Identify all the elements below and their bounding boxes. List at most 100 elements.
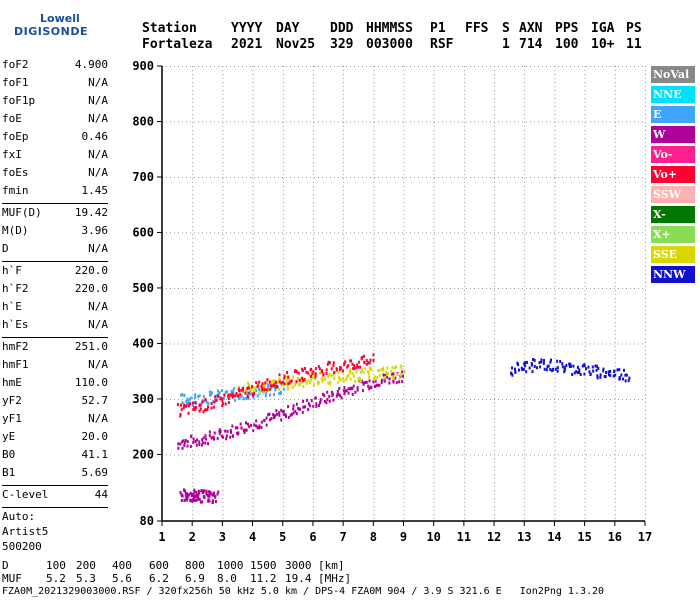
data-point	[301, 376, 304, 380]
data-point	[374, 379, 377, 383]
data-point	[294, 379, 297, 383]
data-point	[337, 393, 340, 397]
data-point	[599, 373, 602, 377]
data-point	[326, 362, 329, 366]
data-point	[302, 405, 305, 409]
data-point	[391, 366, 394, 370]
legend-item: X-	[651, 206, 695, 223]
data-point	[299, 382, 302, 386]
data-point	[331, 392, 334, 396]
data-point	[296, 376, 299, 380]
data-point	[392, 375, 395, 379]
data-point	[225, 437, 228, 441]
data-point	[328, 399, 331, 403]
data-point	[275, 412, 278, 416]
data-point	[242, 397, 245, 401]
data-point	[365, 358, 368, 362]
param-row: M(D) 3.96	[2, 224, 108, 237]
data-point	[307, 379, 310, 383]
data-point	[587, 365, 590, 369]
param-row: fmin 1.45	[2, 184, 108, 197]
data-point	[258, 424, 261, 428]
data-point	[351, 372, 354, 376]
data-point	[190, 396, 193, 400]
data-point	[526, 360, 529, 364]
data-point	[197, 489, 200, 493]
data-point	[286, 386, 289, 390]
data-point	[245, 428, 248, 432]
data-point	[292, 407, 295, 411]
data-point	[272, 384, 275, 388]
data-point	[205, 492, 208, 496]
data-point	[308, 373, 311, 377]
data-point	[372, 377, 375, 381]
x-tick-label: 4	[249, 530, 256, 544]
data-point	[243, 430, 246, 434]
data-point	[575, 370, 578, 374]
data-point	[219, 430, 222, 434]
data-point	[263, 384, 266, 388]
data-point	[352, 384, 355, 388]
data-point	[319, 398, 322, 402]
header-iga-label: IGA	[591, 21, 615, 36]
data-point	[291, 385, 294, 389]
x-tick-label: 17	[638, 530, 652, 544]
data-point	[342, 389, 345, 393]
data-point	[248, 383, 251, 387]
data-point	[390, 370, 393, 374]
data-point	[391, 372, 394, 376]
data-point	[237, 394, 240, 398]
data-point	[360, 370, 363, 374]
footer-muf-value: 6.9	[185, 572, 205, 585]
data-point	[283, 382, 286, 386]
data-point	[221, 399, 224, 403]
data-point	[180, 393, 183, 397]
data-point	[302, 385, 305, 389]
data-point	[312, 404, 315, 408]
logo-lowell: Lowell	[40, 12, 80, 25]
data-point	[268, 388, 271, 392]
data-point	[177, 446, 180, 450]
data-point	[303, 405, 306, 409]
data-point	[340, 396, 343, 400]
data-point	[315, 405, 318, 409]
data-point	[278, 373, 281, 377]
data-point	[199, 500, 202, 504]
data-point	[190, 434, 193, 438]
data-point	[583, 363, 586, 367]
data-point	[359, 379, 362, 383]
data-point	[193, 406, 196, 410]
data-point	[330, 390, 333, 394]
data-point	[540, 358, 543, 362]
data-point	[278, 391, 281, 395]
data-point	[201, 441, 204, 445]
data-point	[188, 397, 191, 401]
data-point	[202, 436, 205, 440]
data-point	[396, 373, 399, 377]
data-point	[364, 367, 367, 371]
data-point	[295, 412, 298, 416]
data-point	[596, 374, 599, 378]
data-point	[315, 402, 318, 406]
data-point	[516, 361, 519, 365]
x-tick-label: 13	[517, 530, 531, 544]
data-point	[372, 353, 375, 357]
data-point	[394, 376, 397, 380]
data-point	[308, 404, 311, 408]
data-point	[522, 367, 525, 371]
data-point	[304, 379, 307, 383]
data-point	[238, 385, 241, 389]
data-point	[345, 389, 348, 393]
data-point	[372, 380, 375, 384]
data-point	[318, 367, 321, 371]
data-point	[326, 390, 329, 394]
data-point	[180, 403, 183, 407]
data-point	[208, 393, 211, 397]
data-point	[386, 372, 389, 376]
footer-muf-value: 6.2	[149, 572, 169, 585]
data-point	[185, 495, 188, 499]
footer-d-value: 1500	[250, 559, 277, 572]
data-point	[622, 377, 625, 381]
data-point	[218, 432, 221, 436]
data-point	[278, 387, 281, 391]
